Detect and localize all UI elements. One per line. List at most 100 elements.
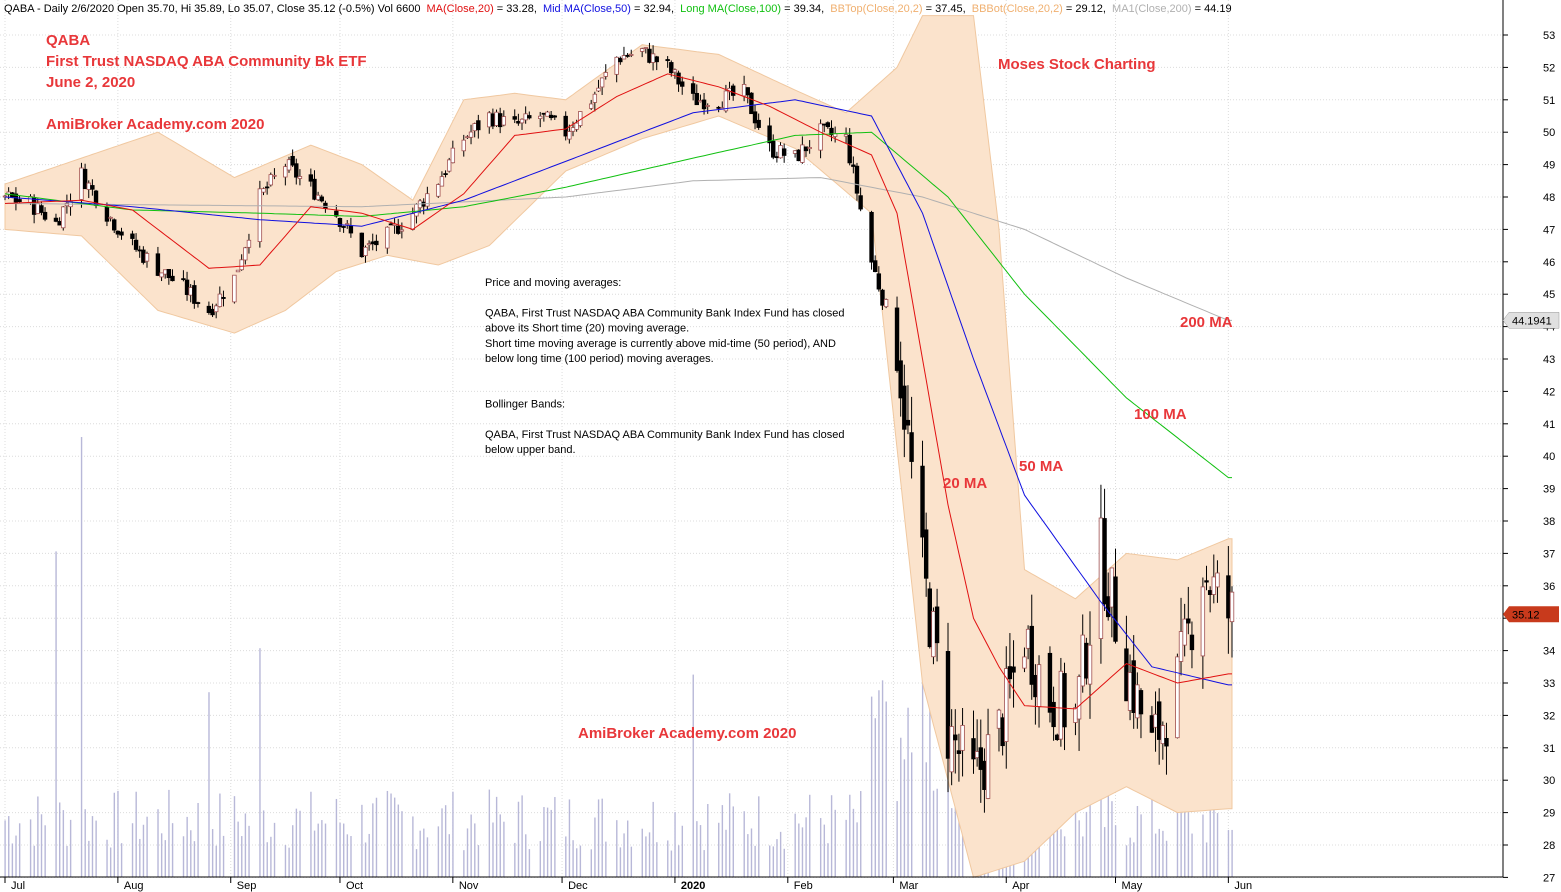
volume-bar bbox=[211, 829, 214, 877]
volume-bar bbox=[1136, 806, 1139, 877]
candle bbox=[108, 216, 113, 222]
candle bbox=[767, 117, 772, 152]
volume-bar bbox=[845, 819, 847, 877]
candle-body bbox=[629, 54, 634, 56]
candle-body bbox=[883, 299, 889, 308]
volume-bar bbox=[779, 831, 782, 877]
volume-bar bbox=[372, 803, 374, 877]
candle-body bbox=[621, 55, 627, 60]
candle-body bbox=[931, 610, 936, 658]
candle-body bbox=[541, 112, 547, 115]
candle-body bbox=[388, 223, 394, 226]
candle-body bbox=[654, 56, 659, 63]
candle bbox=[130, 230, 135, 246]
volume-bar bbox=[885, 701, 887, 877]
svg-text:35.12: 35.12 bbox=[1512, 609, 1540, 621]
candle bbox=[221, 290, 226, 307]
candle-body bbox=[181, 278, 186, 281]
volume-bar bbox=[415, 849, 418, 877]
candle bbox=[883, 298, 889, 309]
chart-header: QABA - Daily 2/6/2020 Open 35.70, Hi 35.… bbox=[4, 3, 1232, 15]
volume-bar bbox=[171, 823, 174, 877]
candle-body bbox=[1062, 673, 1067, 728]
candle bbox=[385, 226, 390, 254]
candle bbox=[399, 222, 405, 239]
candle-body bbox=[334, 210, 339, 217]
volume-bar bbox=[721, 805, 724, 877]
candle bbox=[618, 56, 623, 65]
candles bbox=[2, 42, 1235, 813]
volume-bar bbox=[772, 846, 775, 877]
candle-body bbox=[1080, 634, 1085, 687]
candle bbox=[880, 288, 885, 310]
candle bbox=[629, 49, 634, 58]
candle bbox=[261, 187, 266, 196]
y-tick-label: 30 bbox=[1543, 775, 1555, 787]
volume-bar bbox=[692, 674, 694, 877]
volume-bar bbox=[903, 759, 906, 877]
ma100-line bbox=[4, 131, 1232, 479]
candle bbox=[978, 719, 983, 803]
candle bbox=[851, 156, 856, 174]
candle bbox=[359, 232, 365, 258]
candle bbox=[144, 251, 150, 268]
candle-body bbox=[1226, 575, 1231, 619]
candle-body bbox=[184, 279, 190, 295]
candle-body bbox=[79, 167, 84, 200]
volume-bar bbox=[343, 823, 345, 877]
volume-bar bbox=[80, 437, 83, 877]
candle bbox=[669, 60, 674, 77]
svg-text:44.1941: 44.1941 bbox=[1512, 315, 1552, 327]
candle-body bbox=[476, 120, 481, 131]
candle bbox=[1113, 548, 1118, 644]
x-tick-label: Aug bbox=[124, 880, 144, 892]
candle-body bbox=[803, 146, 809, 152]
candle-body bbox=[243, 247, 248, 261]
candle-body bbox=[945, 651, 951, 759]
candle-body bbox=[705, 105, 710, 107]
volume-bar bbox=[878, 690, 880, 877]
volume-bar bbox=[142, 824, 145, 877]
volume-bar bbox=[37, 796, 39, 877]
chart-title: First Trust NASDAQ ABA Community Bk ETF bbox=[46, 53, 367, 70]
candle bbox=[771, 134, 776, 160]
candle bbox=[436, 183, 441, 198]
candle-body bbox=[374, 240, 379, 246]
volume-bar bbox=[375, 797, 378, 877]
volume-bar bbox=[120, 843, 123, 877]
volume-bar bbox=[754, 845, 756, 877]
volume-bar bbox=[1063, 836, 1066, 877]
volume-bar bbox=[743, 811, 745, 877]
candle-body bbox=[261, 188, 266, 193]
candle bbox=[42, 207, 48, 222]
candle-body bbox=[730, 85, 736, 96]
candle bbox=[545, 110, 550, 117]
candle bbox=[217, 286, 223, 308]
candle bbox=[1182, 603, 1187, 657]
volume-bar bbox=[896, 801, 898, 877]
candle-body bbox=[592, 93, 598, 103]
volume-bar bbox=[237, 821, 239, 877]
candle-body bbox=[1200, 586, 1206, 657]
volume-bar bbox=[299, 810, 301, 877]
volume-bar bbox=[1074, 805, 1077, 877]
candle-body bbox=[192, 285, 197, 304]
candle bbox=[588, 99, 594, 110]
candle-body bbox=[1058, 670, 1064, 740]
candle-body bbox=[1033, 674, 1038, 698]
volume-bar bbox=[1184, 801, 1186, 877]
volume-bar bbox=[273, 822, 276, 877]
volume-bar bbox=[244, 813, 247, 877]
candle-body bbox=[1084, 642, 1089, 679]
volume-bar bbox=[641, 828, 643, 877]
candle-body bbox=[472, 123, 477, 132]
volume-bar bbox=[248, 825, 250, 877]
volume-bar bbox=[91, 816, 94, 877]
volume-bar bbox=[728, 793, 731, 877]
candle bbox=[1102, 488, 1107, 611]
candle-body bbox=[345, 223, 350, 226]
volume-bar bbox=[543, 807, 545, 877]
volume-bar bbox=[819, 818, 822, 877]
candle-body bbox=[843, 134, 849, 137]
candle bbox=[847, 128, 852, 166]
